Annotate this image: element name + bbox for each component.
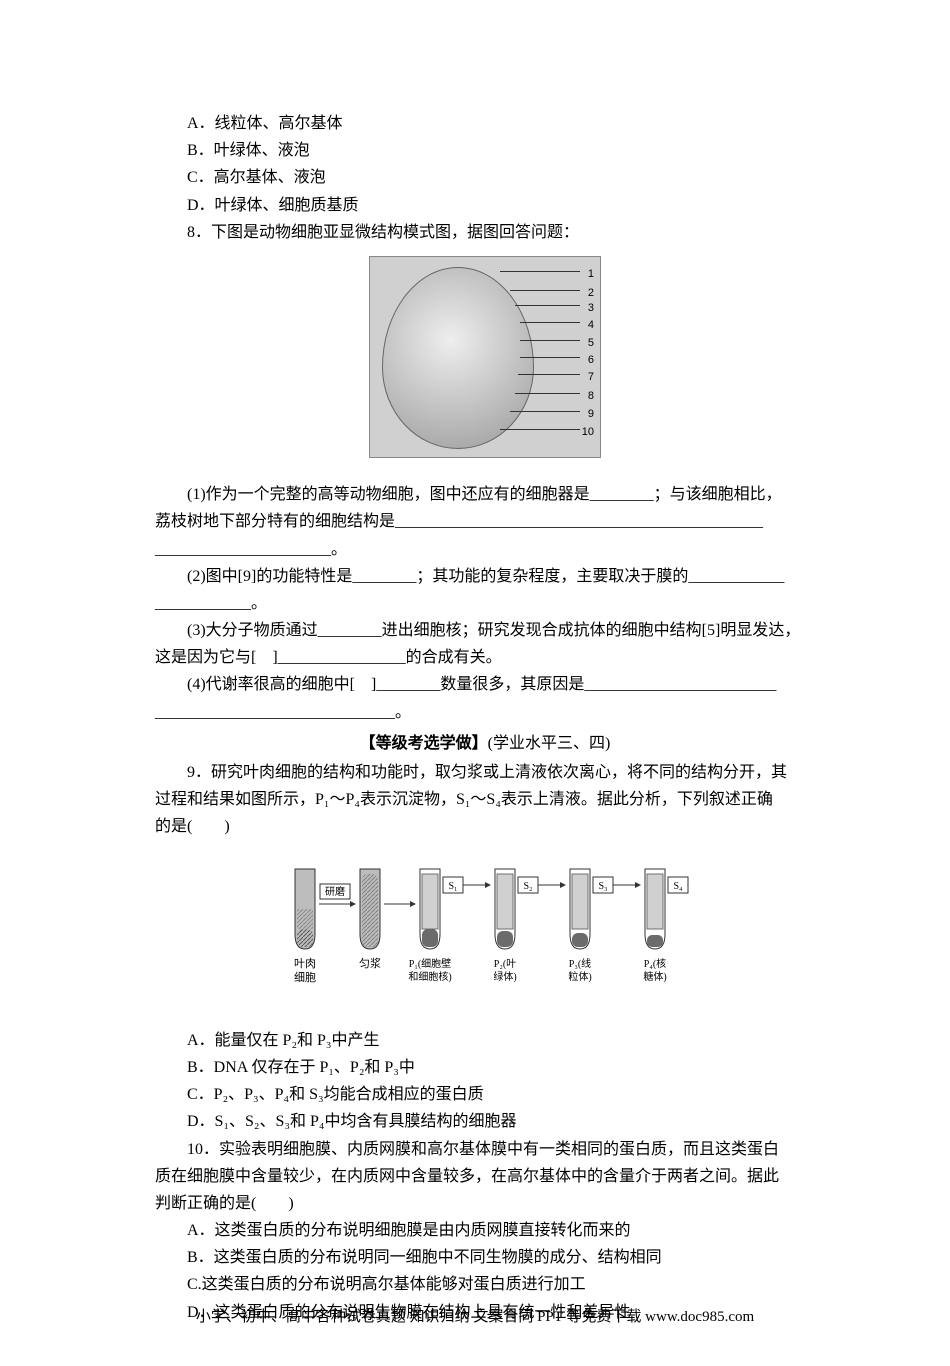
cell-diagram-wrap: 1 2 3 4 5 6 7 8 9 10 <box>155 256 815 467</box>
q9-option-a: A．能量仅在 P₂和 P₃中产生 <box>155 1027 815 1054</box>
tube-6 <box>645 869 665 949</box>
leader-line <box>510 411 580 412</box>
q9-a: 9．研究叶肉细胞的结构和功能时，取匀浆或上清液依次离心，将不同的结构分开，其 <box>155 759 815 786</box>
cell-label-5: 5 <box>588 334 594 353</box>
q10-option-b: B．这类蛋白质的分布说明同一细胞中不同生物膜的成分、结构相同 <box>155 1244 815 1271</box>
q10-b: 质在细胞膜中含量较少，在内质网中含量较多，在高尔基体中的含量介于两者之间。据此 <box>155 1163 815 1190</box>
cell-diagram: 1 2 3 4 5 6 7 8 9 10 <box>369 256 601 458</box>
cell-label-6: 6 <box>588 351 594 370</box>
tube-4 <box>495 869 515 949</box>
leader-line <box>518 374 580 375</box>
svg-text:P₄(核: P₄(核 <box>644 957 666 970</box>
tube-5 <box>570 869 590 949</box>
s3-label: S₃ <box>598 881 607 892</box>
q8-1a: (1)作为一个完整的高等动物细胞，图中还应有的细胞器是________；与该细胞… <box>155 481 815 508</box>
svg-text:绿体): 绿体) <box>493 970 516 983</box>
leader-line <box>520 357 580 358</box>
section-title: 【等级考选学做】 <box>360 735 488 752</box>
leader-line <box>500 429 580 430</box>
cell-label-9: 9 <box>588 405 594 424</box>
centrifuge-diagram: 研磨 S₁ S₂ <box>155 849 815 1013</box>
q8-3b: 这是因为它与[ ]________________的合成有关。 <box>155 644 815 671</box>
cell-label-7: 7 <box>588 368 594 387</box>
cell-label-3: 3 <box>588 299 594 318</box>
q8-2a: (2)图中[9]的功能特性是________；其功能的复杂程度，主要取决于膜的_… <box>155 563 815 590</box>
q10-option-a: A．这类蛋白质的分布说明细胞膜是由内质网膜直接转化而来的 <box>155 1217 815 1244</box>
q10-option-c: C.这类蛋白质的分布说明高尔基体能够对蛋白质进行加工 <box>155 1271 815 1298</box>
q9-option-c: C．P₂、P₃、P₄和 S₃均能合成相应的蛋白质 <box>155 1081 815 1108</box>
page-footer: 小学、初中、高中各种试卷真题 知识归纳 文案合同 PPT 等免费下载 www.d… <box>0 1305 950 1331</box>
svg-text:和细胞核): 和细胞核) <box>408 970 451 983</box>
svg-text:粒体): 粒体) <box>568 970 591 983</box>
s1-label: S₁ <box>448 881 457 892</box>
svg-text:P₂(叶: P₂(叶 <box>494 958 516 970</box>
s4-label: S₄ <box>673 881 683 892</box>
q7-option-a: A．线粒体、高尔基体 <box>155 110 815 137</box>
cell-label-8: 8 <box>588 387 594 406</box>
leader-line <box>510 290 580 291</box>
section-header: 【等级考选学做】(学业水平三、四) <box>155 730 815 757</box>
leader-line <box>500 271 580 272</box>
q10-c: 判断正确的是( ) <box>155 1190 815 1217</box>
cell-label-10: 10 <box>582 423 594 442</box>
q8-2b: ____________。 <box>155 590 815 617</box>
q7-option-d: D．叶绿体、细胞质基质 <box>155 192 815 219</box>
leader-line <box>515 305 580 306</box>
q9-b: 过程和结果如图所示，P₁～P₄表示沉淀物，S₁～S₄表示上清液。据此分析，下列叙… <box>155 786 815 813</box>
q9-option-b: B．DNA 仅存在于 P₁、P₂和 P₃中 <box>155 1054 815 1081</box>
q8-stem: 8．下图是动物细胞亚显微结构模式图，据图回答问题： <box>155 219 815 246</box>
q7-option-b: B．叶绿体、液泡 <box>155 137 815 164</box>
q9-option-d: D．S₁、S₂、S₃和 P₄中均含有具膜结构的细胞器 <box>155 1108 815 1135</box>
cell-shape <box>382 267 534 449</box>
exam-page: A．线粒体、高尔基体 B．叶绿体、液泡 C．高尔基体、液泡 D．叶绿体、细胞质基… <box>0 0 950 1366</box>
leader-line <box>515 393 580 394</box>
s2-label: S₂ <box>523 881 532 892</box>
svg-text:细胞: 细胞 <box>294 971 316 984</box>
svg-text:匀浆: 匀浆 <box>359 956 381 970</box>
svg-text:糖体): 糖体) <box>643 970 666 983</box>
tube-3 <box>420 869 440 949</box>
cell-label-1: 1 <box>588 265 594 284</box>
q8-1c: ______________________。 <box>155 536 815 563</box>
section-sub: (学业水平三、四) <box>488 735 611 752</box>
q8-1b: 荔枝树地下部分特有的细胞结构是_________________________… <box>155 508 815 535</box>
q10-a: 10．实验表明细胞膜、内质网膜和高尔基体膜中有一类相同的蛋白质，而且这类蛋白 <box>155 1136 815 1163</box>
tubes-svg: 研磨 S₁ S₂ <box>275 849 695 1004</box>
svg-text:P₁(细胞壁: P₁(细胞壁 <box>409 957 451 970</box>
grind-label: 研磨 <box>325 886 345 898</box>
q8-4b: ______________________________。 <box>155 699 815 726</box>
q9-c: 的是( ) <box>155 813 815 840</box>
q8-4a: (4)代谢率很高的细胞中[ ]________数量很多，其原因是________… <box>155 671 815 698</box>
leader-line <box>520 340 580 341</box>
svg-text:叶肉: 叶肉 <box>294 957 316 970</box>
cell-label-4: 4 <box>588 316 594 335</box>
q7-option-c: C．高尔基体、液泡 <box>155 164 815 191</box>
tube-1 <box>295 869 315 949</box>
q8-3a: (3)大分子物质通过________进出细胞核；研究发现合成抗体的细胞中结构[5… <box>155 617 815 644</box>
tube-2 <box>360 869 380 949</box>
leader-line <box>520 322 580 323</box>
svg-text:P₃(线: P₃(线 <box>569 957 591 970</box>
